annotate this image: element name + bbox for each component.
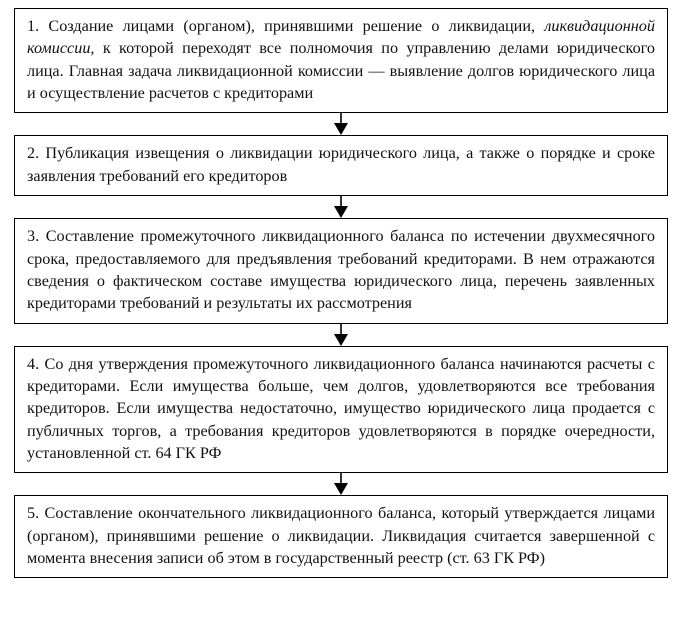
step-4-text: 4. Со дня утверждения промежуточного лик… [27,355,655,462]
step-1-suffix: к которой переходят все полномочия по уп… [27,39,655,102]
step-2: 2. Публикация извещения о ликвидации юри… [14,135,668,196]
arrow-1-2 [14,113,668,135]
step-1-prefix: 1. Создание лицами (органом), принявшими… [27,17,544,35]
step-3: 3. Составление промежуточного ликвидацио… [14,218,668,323]
arrow-2-3 [14,196,668,218]
step-2-text: 2. Публикация извещения о ликвидации юри… [27,144,655,184]
step-5-text: 5. Составление окончательного ликвидацио… [27,504,655,567]
arrow-3-4 [14,324,668,346]
down-arrow-icon [329,324,353,346]
step-3-text: 3. Составление промежуточного ликвидацио… [27,227,655,312]
down-arrow-icon [329,473,353,495]
liquidation-flowchart: 1. Создание лицами (органом), принявшими… [14,8,668,578]
step-4: 4. Со дня утверждения промежуточного лик… [14,346,668,474]
down-arrow-icon [329,196,353,218]
step-1: 1. Создание лицами (органом), принявшими… [14,8,668,113]
down-arrow-icon [329,113,353,135]
arrow-4-5 [14,473,668,495]
step-5: 5. Составление окончательного ликвидацио… [14,495,668,578]
